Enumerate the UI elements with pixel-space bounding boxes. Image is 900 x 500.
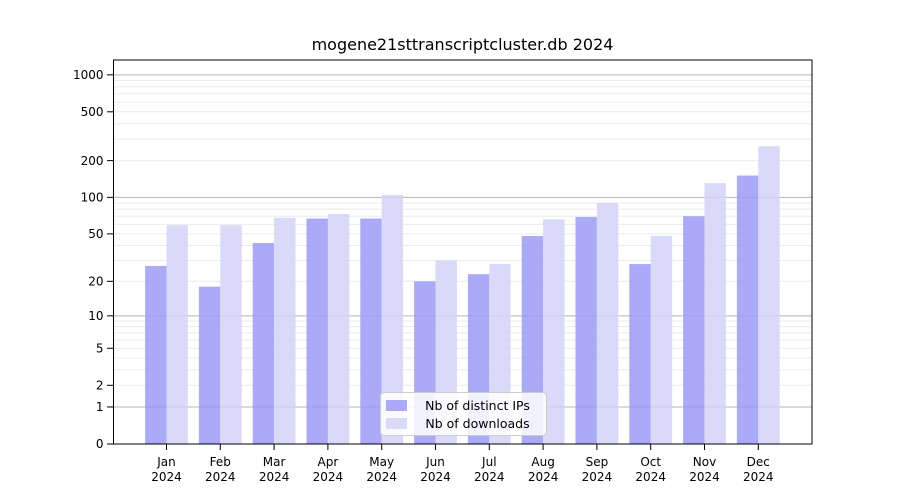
bar-distinct-ips-oct [629,264,651,444]
bar-downloads-dec [758,146,780,444]
x-tick-label-month: Feb [210,455,231,469]
bar-distinct-ips-apr [306,218,328,444]
x-tick-label-month: May [369,455,394,469]
x-tick-label-month: Mar [263,455,286,469]
bar-downloads-aug [543,219,565,444]
bar-distinct-ips-may [360,218,382,444]
legend-label-downloads: Nb of downloads [425,415,530,431]
x-tick-label-month: Jun [425,455,445,469]
y-tick-label: 1000 [73,68,104,82]
bar-downloads-jan [166,225,188,444]
x-tick-label-year: 2024 [474,470,505,484]
x-tick-label-year: 2024 [743,470,774,484]
x-tick-label-year: 2024 [313,470,344,484]
y-tick-label: 500 [81,105,104,119]
bar-downloads-sep [596,202,619,444]
bar-downloads-oct [650,236,673,444]
bar-downloads-feb [220,225,242,444]
plot-border [113,59,813,445]
y-tick-label: 50 [88,227,103,241]
x-tick-label-year: 2024 [689,470,720,484]
x-tick-label-year: 2024 [635,470,666,484]
x-tick-label-year: 2024 [528,470,559,484]
bar-distinct-ips-nov [683,216,705,444]
y-axis: 0 1 2 5 10 20 50 100 200 500 1000 [73,68,114,451]
x-tick-label-year: 2024 [582,470,613,484]
legend-item-distinct-ips: Nb of distinct IPs [386,397,546,413]
x-tick-label-year: 2024 [151,470,182,484]
bar-distinct-ips-feb [198,286,221,444]
x-tick-label-month: Aug [531,455,554,469]
x-tick-label-month: Nov [693,455,716,469]
x-tick-label-month: Sep [586,455,609,469]
bar-distinct-ips-dec [736,175,759,444]
x-tick-label-month: Apr [318,455,339,469]
x-tick-label-year: 2024 [366,470,397,484]
legend-item-downloads: Nb of downloads [386,415,546,431]
x-axis: Jan2024Feb2024Mar2024Apr2024May2024Jun20… [151,444,774,484]
legend-label-distinct-ips: Nb of distinct IPs [425,397,530,413]
legend-swatch-downloads [386,417,407,429]
x-tick-label-year: 2024 [205,470,236,484]
bar-downloads-mar [274,217,296,444]
x-tick-label-month: Jan [156,455,176,469]
bar-downloads-nov [704,183,726,444]
chart-title: mogene21sttranscriptcluster.db 2024 [311,35,614,54]
bar-distinct-ips-mar [252,243,275,444]
y-tick-label: 2 [96,378,104,392]
bar-distinct-ips-sep [575,216,597,444]
y-tick-label: 0 [96,437,104,451]
x-tick-label-year: 2024 [420,470,451,484]
bar-downloads-apr [327,214,350,444]
x-tick-label-month: Dec [747,455,770,469]
y-tick-label: 1 [96,400,104,414]
x-tick-label-month: Oct [640,455,661,469]
x-tick-label-year: 2024 [259,470,290,484]
y-tick-label: 200 [81,154,104,168]
y-tick-label: 10 [88,309,103,323]
y-tick-label: 100 [81,191,104,205]
y-tick-label: 5 [96,341,104,355]
bar-downloads-may [381,194,404,444]
chart-legend: Nb of distinct IPs Nb of downloads [380,392,547,436]
y-tick-label: 20 [88,275,103,289]
x-tick-label-month: Jul [481,455,496,469]
bar-distinct-ips-jan [145,265,167,444]
legend-swatch-distinct-ips [386,399,407,411]
